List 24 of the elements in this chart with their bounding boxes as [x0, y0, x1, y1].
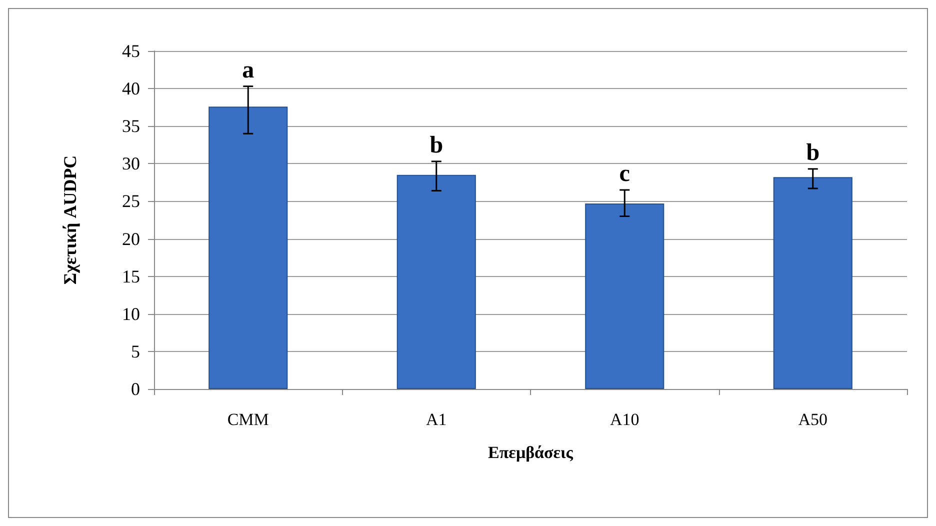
annotation: c: [619, 160, 630, 187]
x-tick-label: A1: [426, 410, 447, 429]
y-tick-label: 0: [131, 379, 140, 399]
y-tick-label: 40: [122, 78, 140, 99]
y-tick-label: 15: [122, 266, 140, 286]
bar: [585, 203, 664, 389]
y-tick-label: 45: [122, 41, 140, 61]
annotation: b: [806, 140, 820, 166]
y-tick-label: 10: [122, 304, 140, 324]
bar: [208, 106, 288, 389]
annotation: b: [430, 132, 444, 158]
y-tick-label: 20: [122, 228, 140, 249]
x-tick-label: A50: [798, 410, 828, 429]
x-tick-label: CMM: [227, 410, 269, 429]
bar: [396, 174, 476, 389]
y-tick-label: 25: [122, 191, 140, 212]
bar: [773, 177, 852, 389]
y-tick-label: 5: [131, 341, 140, 362]
annotation: a: [242, 57, 254, 84]
x-axis-title: Επεμβάσεις: [488, 443, 574, 462]
y-tick-label: 35: [122, 116, 140, 136]
y-tick-label: 30: [122, 154, 140, 174]
y-axis-title: Σχετική AUDPC: [60, 155, 80, 285]
x-tick-label: A10: [610, 410, 640, 429]
